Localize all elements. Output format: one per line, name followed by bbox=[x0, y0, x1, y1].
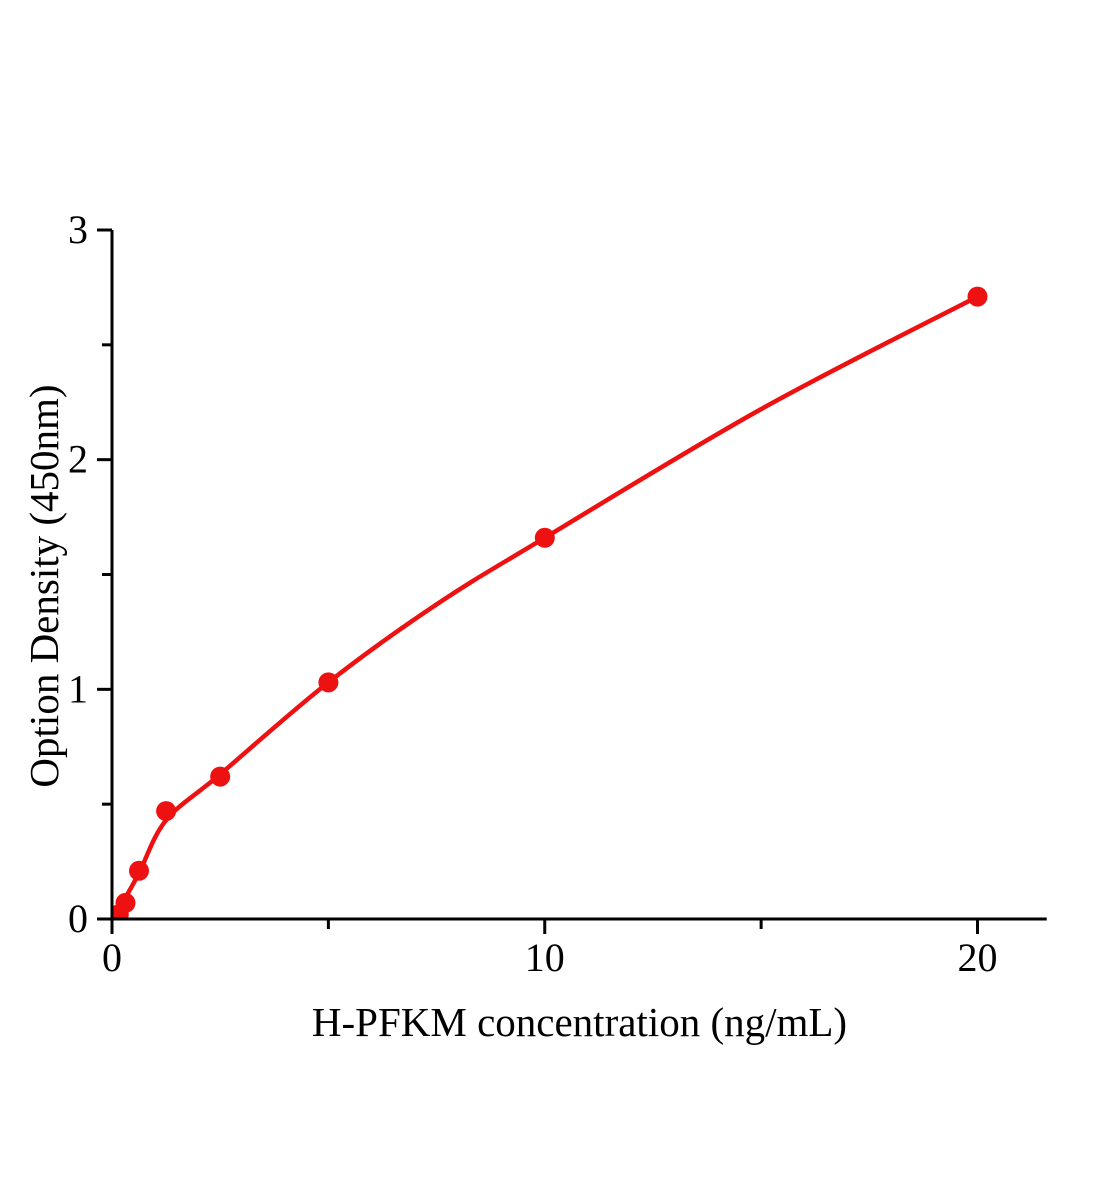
y-tick-label: 1 bbox=[68, 666, 88, 711]
data-point bbox=[967, 286, 988, 307]
data-layer bbox=[112, 286, 988, 919]
x-tick-label: 10 bbox=[525, 935, 565, 980]
x-tick-label: 0 bbox=[102, 935, 122, 980]
data-point bbox=[156, 801, 177, 822]
data-point bbox=[115, 892, 136, 913]
y-tick-label: 0 bbox=[68, 896, 88, 941]
y-tick-label: 3 bbox=[68, 207, 88, 252]
fit-curve bbox=[112, 294, 979, 919]
x-axis-title: H-PFKM concentration (ng/mL) bbox=[311, 999, 848, 1045]
data-point bbox=[318, 672, 339, 693]
x-tick-label: 20 bbox=[958, 935, 998, 980]
y-axis-title: Option Density (450nm) bbox=[21, 384, 67, 788]
y-tick-label: 2 bbox=[68, 437, 88, 482]
data-point bbox=[129, 860, 149, 881]
data-point bbox=[534, 527, 555, 548]
data-point bbox=[210, 766, 231, 787]
